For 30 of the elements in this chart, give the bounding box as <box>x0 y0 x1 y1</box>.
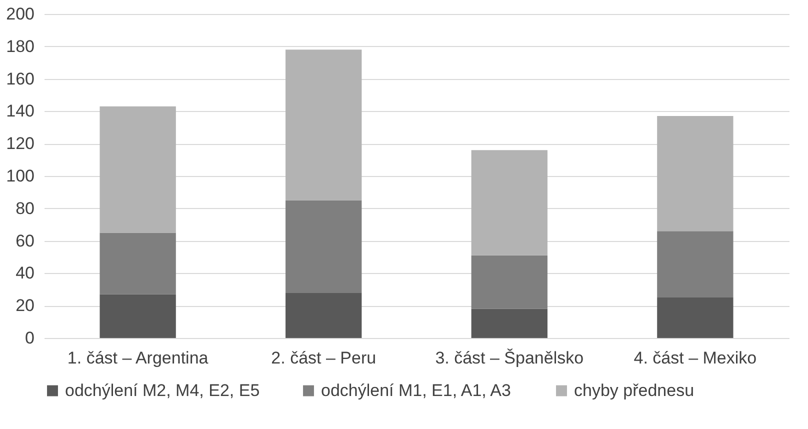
y-tick-label: 200 <box>6 4 34 24</box>
bar <box>471 150 548 256</box>
y-tick-label: 40 <box>16 264 34 283</box>
bar <box>657 116 734 232</box>
legend-label: odchýlení M1, E1, A1, A3 <box>321 380 511 400</box>
x-tick-label: 3. část – Španělsko <box>435 348 584 368</box>
bar <box>286 50 362 200</box>
x-tick-label: 2. část – Peru <box>271 348 376 368</box>
legend-label: chyby přednesu <box>574 380 694 400</box>
y-tick-label: 140 <box>6 102 34 121</box>
bar <box>286 292 362 338</box>
bar <box>100 294 176 338</box>
y-tick-label: 160 <box>6 69 34 88</box>
bar <box>100 232 176 294</box>
legend-label: odchýlení M2, M4, E2, E5 <box>65 380 260 400</box>
bar <box>657 298 734 338</box>
y-tick-label: 60 <box>16 231 34 250</box>
y-tick-label: 100 <box>6 166 34 186</box>
bar <box>471 255 548 309</box>
bar <box>286 200 362 293</box>
y-tick-label: 120 <box>6 134 34 154</box>
y-tick-label: 180 <box>6 36 34 56</box>
bar <box>471 308 548 338</box>
y-tick-label: 20 <box>16 296 34 316</box>
bar <box>657 231 734 298</box>
x-tick-label: 1. část – Argentina <box>67 348 209 368</box>
bar <box>100 106 176 233</box>
y-tick-label: 80 <box>16 198 34 218</box>
y-tick-label: 0 <box>25 328 34 348</box>
x-tick-label: 4. část – Mexiko <box>634 348 757 368</box>
